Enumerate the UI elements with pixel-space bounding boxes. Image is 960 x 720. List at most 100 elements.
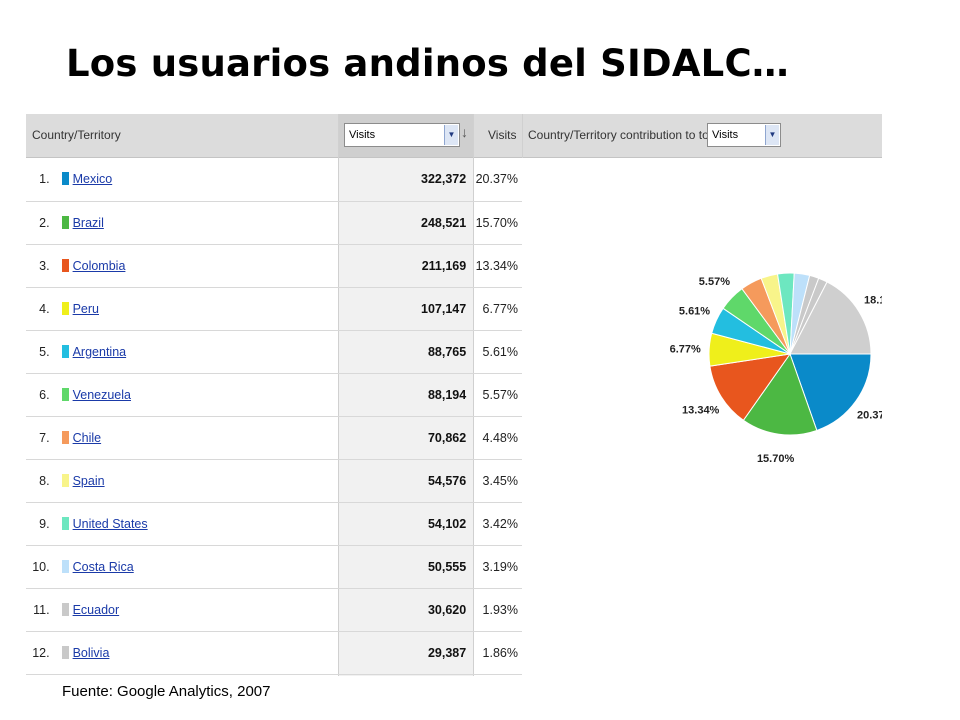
- country-link[interactable]: United States: [72, 516, 148, 531]
- contribution-select[interactable]: Visits ▼: [707, 123, 781, 147]
- table-row: 3. Colombia 211,169 13.34%: [26, 244, 522, 287]
- country-link[interactable]: Mexico: [72, 172, 113, 187]
- row-visits: 211,169: [421, 258, 467, 273]
- table-row: 4. Peru 107,147 6.77%: [26, 287, 522, 330]
- color-swatch: [61, 430, 69, 444]
- table-row: 11. Ecuador 30,620 1.93%: [26, 588, 522, 631]
- row-rank: 10.: [32, 559, 50, 574]
- pie-slice-other[interactable]: [789, 281, 872, 355]
- color-swatch: [61, 344, 69, 358]
- row-visits: 29,387: [427, 645, 467, 660]
- analytics-report: Country/Territory Visits ▼ ↓ Visits Coun…: [26, 114, 882, 676]
- country-link[interactable]: Bolivia: [72, 645, 110, 660]
- contribution-select-value: Visits: [712, 129, 739, 141]
- country-link[interactable]: Ecuador: [72, 602, 120, 617]
- visits-column-background: [339, 158, 473, 676]
- table-row: 12. Bolivia 29,387 1.86%: [26, 631, 522, 674]
- sort-descending-icon[interactable]: ↓: [461, 124, 468, 140]
- color-swatch: [61, 215, 69, 229]
- table-row: 2. Brazil 248,521 15.70%: [26, 201, 522, 244]
- row-percent: 5.61%: [482, 344, 518, 359]
- slide-title: Los usuarios andinos del SIDALC…: [66, 42, 790, 85]
- pie-chart: 20.37% 15.70% 13.34% 6.77% 5.61% 5.57% 18.1%: [670, 272, 882, 465]
- row-country: Peru: [50, 287, 338, 330]
- row-country: Brazil: [50, 201, 338, 244]
- country-column-header[interactable]: Country/Territory: [32, 128, 121, 142]
- row-percent: 20.37%: [475, 172, 518, 187]
- color-swatch: [61, 516, 69, 530]
- column-divider: [338, 114, 339, 676]
- report-header: Country/Territory Visits ▼ ↓ Visits Coun…: [26, 114, 882, 158]
- country-link[interactable]: Peru: [72, 301, 99, 316]
- row-percent: 15.70%: [475, 215, 518, 230]
- pie-slice-label: 5.57%: [699, 276, 730, 288]
- row-rank: 7.: [39, 430, 50, 445]
- row-visits: 54,576: [427, 473, 467, 488]
- row-percent: 4.48%: [482, 430, 518, 445]
- pie-slice-colombia[interactable]: [709, 353, 792, 421]
- pie-slice-label: 6.77%: [670, 343, 701, 355]
- country-table: 1. Mexico 322,372 20.37% 2. Brazil 248,521 15.7…: [26, 158, 522, 675]
- country-link[interactable]: Venezuela: [72, 387, 131, 402]
- chevron-down-icon[interactable]: ▼: [444, 125, 458, 145]
- row-country: United States: [50, 502, 338, 545]
- row-visits: 248,521: [421, 215, 467, 230]
- color-swatch: [61, 258, 69, 272]
- row-country: Costa Rica: [50, 545, 338, 588]
- row-visits: 50,555: [427, 559, 467, 574]
- color-swatch: [61, 473, 69, 487]
- table-row: 9. United States 54,102 3.42%: [26, 502, 522, 545]
- row-visits: 70,862: [427, 430, 467, 445]
- row-rank: 6.: [39, 387, 50, 402]
- country-link[interactable]: Chile: [72, 430, 102, 445]
- pie-slice-label: 18.1%: [864, 294, 882, 306]
- chevron-down-icon[interactable]: ▼: [765, 125, 779, 145]
- table-row: 10. Costa Rica 50,555 3.19%: [26, 545, 522, 588]
- country-link[interactable]: Argentina: [72, 344, 127, 359]
- row-rank: 5.: [39, 344, 50, 359]
- row-country: Colombia: [50, 244, 338, 287]
- table-row: 1. Mexico 322,372 20.37%: [26, 158, 522, 201]
- row-percent: 5.57%: [482, 387, 518, 402]
- row-country: Ecuador: [50, 588, 338, 631]
- source-note: Fuente: Google Analytics, 2007: [62, 683, 271, 700]
- row-visits: 54,102: [427, 516, 467, 531]
- row-country: Mexico: [50, 158, 338, 201]
- country-link[interactable]: Brazil: [72, 215, 104, 230]
- table-row: 5. Argentina 88,765 5.61%: [26, 330, 522, 373]
- row-rank: 4.: [39, 301, 50, 316]
- country-link[interactable]: Spain: [72, 473, 105, 488]
- row-percent: 1.93%: [482, 602, 518, 617]
- row-percent: 3.45%: [482, 473, 518, 488]
- row-rank: 2.: [39, 215, 50, 230]
- pie-slice-brazil[interactable]: [742, 352, 818, 436]
- row-percent: 3.42%: [482, 516, 518, 531]
- contribution-label: Country/Territory contribution to total:: [528, 128, 708, 142]
- pie-chart-area: 20.37% 15.70% 13.34% 6.77% 5.61% 5.57% 18.1%: [522, 158, 882, 676]
- table-row: 6. Venezuela 88,194 5.57%: [26, 373, 522, 416]
- row-rank: 3.: [39, 258, 50, 273]
- color-swatch: [61, 559, 69, 573]
- row-country: Bolivia: [50, 631, 338, 674]
- row-visits: 107,147: [421, 301, 467, 316]
- row-percent: 6.77%: [482, 301, 518, 316]
- color-swatch: [61, 645, 69, 659]
- row-visits: 322,372: [421, 172, 467, 187]
- row-rank: 8.: [39, 473, 50, 488]
- row-rank: 11.: [33, 602, 50, 617]
- row-percent: 13.34%: [475, 258, 518, 273]
- country-link[interactable]: Costa Rica: [72, 559, 134, 574]
- pie-slice-label: 13.34%: [682, 404, 720, 416]
- pie-slice-label: 5.61%: [679, 305, 710, 317]
- row-visits: 88,194: [427, 387, 467, 402]
- color-swatch: [61, 387, 69, 401]
- row-rank: 1.: [39, 172, 50, 187]
- row-rank: 12.: [32, 645, 50, 660]
- visits-column-header[interactable]: Visits: [488, 128, 517, 142]
- row-country: Spain: [50, 459, 338, 502]
- country-link[interactable]: Colombia: [72, 258, 126, 273]
- metric-select[interactable]: Visits ▼: [344, 123, 460, 147]
- row-visits: 30,620: [427, 602, 467, 617]
- row-visits: 88,765: [427, 344, 467, 359]
- column-divider: [473, 114, 474, 676]
